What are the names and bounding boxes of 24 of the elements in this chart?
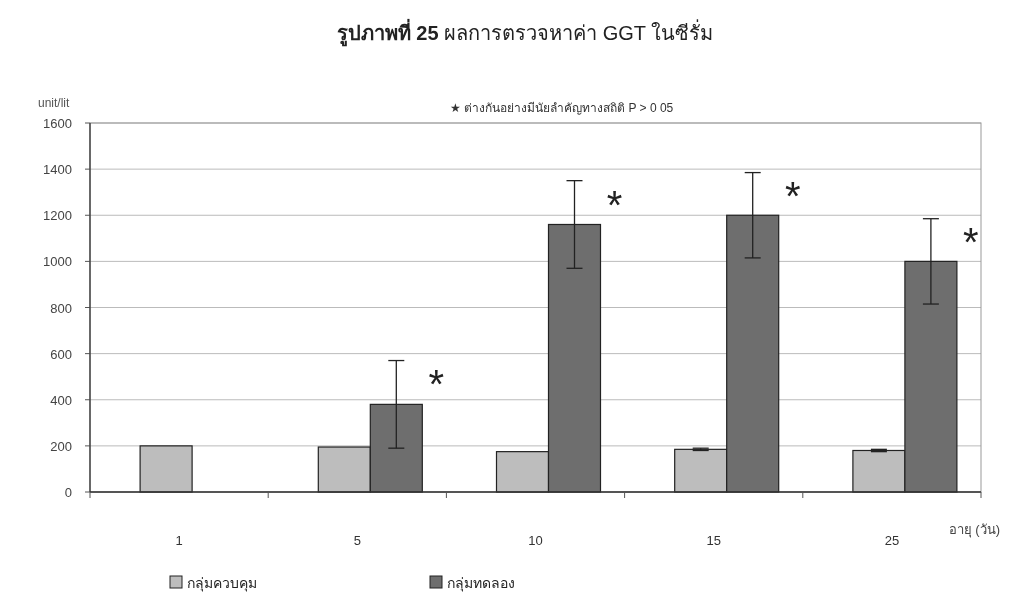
annotation: * [428, 362, 445, 407]
x-tick-label: 10 [528, 533, 543, 548]
y-tick-label: 200 [50, 438, 72, 454]
y-tick-label: 0 [64, 485, 72, 500]
y-tick-label: 1600 [43, 116, 72, 131]
y-tick-label: 600 [50, 346, 72, 362]
chart-title: รูปภาพที่ 25 ผลการตรวจหาค่า GGT ในซีรั่ม [336, 18, 714, 47]
y-tick-label: 1000 [43, 254, 72, 270]
text: ★ ต่างกันอย่างมีนัยลำคัญทางสถิติ P > 0 05 [450, 101, 674, 115]
legend-label: กลุ่มทดลอง [447, 575, 515, 592]
y-tick-label: 1200 [43, 208, 72, 224]
x-tick-label: 1 [175, 533, 183, 548]
x-tick-label: 25 [884, 533, 900, 548]
y-axis-title: unit/lit [38, 96, 71, 110]
x-axis-title: อายุ (วัน) [948, 522, 1000, 538]
annotation: * [963, 220, 979, 265]
y-tick-label: 800 [50, 300, 72, 316]
y-tick-label: 1400 [43, 162, 72, 178]
x-tick-label: 15 [706, 533, 721, 548]
annotation: * [784, 173, 801, 218]
annotation: * [606, 182, 623, 227]
x-tick-label: 5 [353, 533, 361, 548]
legend-label: กลุ่มควบคุม [187, 575, 257, 592]
y-tick-label: 400 [50, 392, 72, 408]
